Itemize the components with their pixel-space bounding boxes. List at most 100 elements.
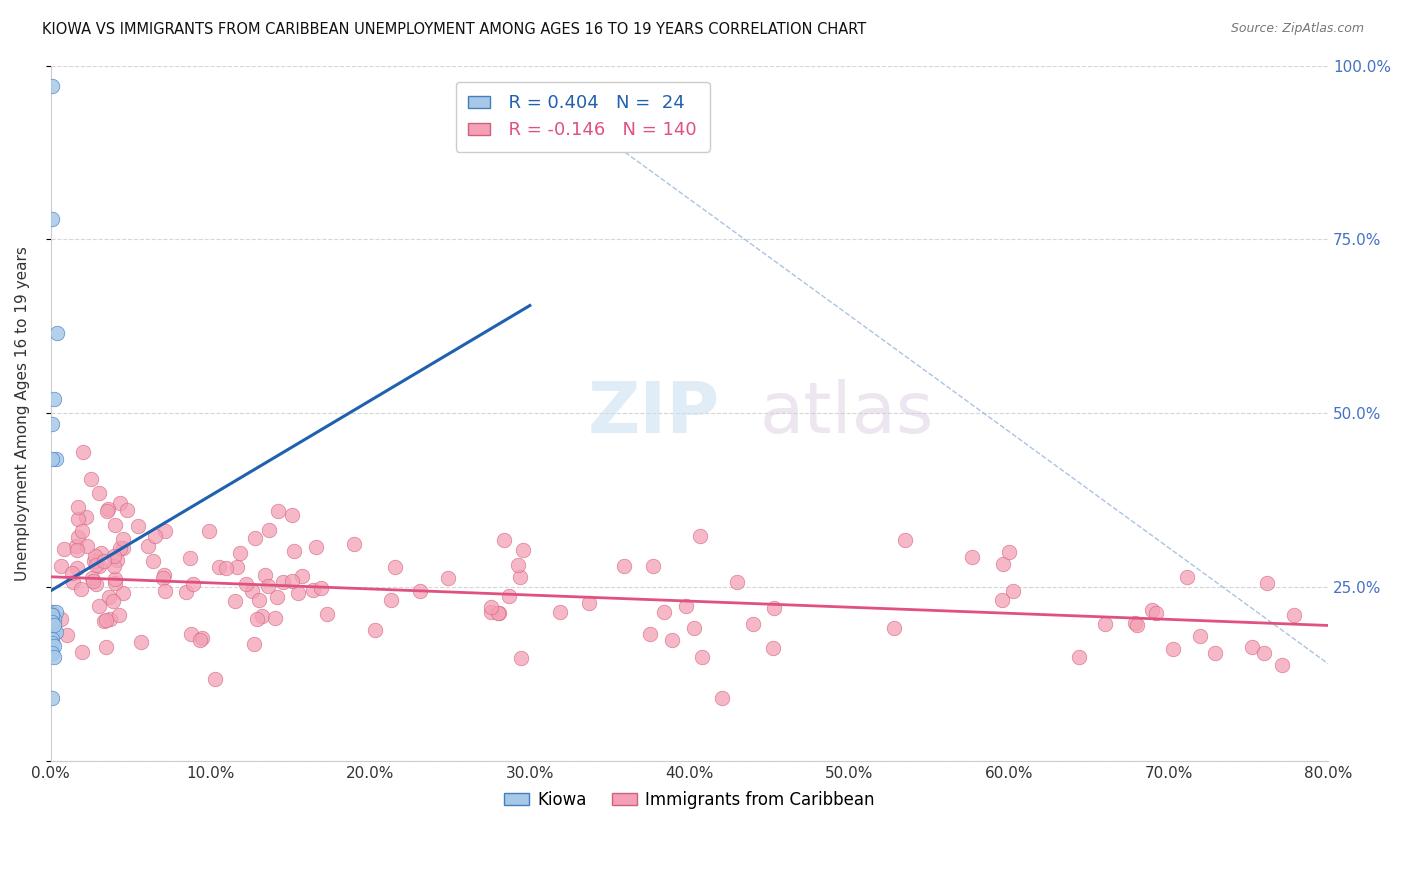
Point bbox=[1271, 657, 1294, 672]
Point bbox=[152, 571, 174, 585]
Point bbox=[51, 612, 73, 626]
Point bbox=[103, 549, 125, 563]
Point bbox=[1067, 650, 1090, 665]
Point bbox=[510, 650, 533, 665]
Point bbox=[143, 529, 166, 543]
Point bbox=[1256, 575, 1278, 590]
Point bbox=[142, 554, 165, 568]
Point bbox=[1240, 640, 1263, 654]
Point bbox=[762, 641, 785, 656]
Point bbox=[291, 569, 314, 583]
Point bbox=[287, 586, 309, 600]
Point bbox=[204, 673, 226, 687]
Point bbox=[711, 691, 734, 706]
Text: ZIP: ZIP bbox=[588, 379, 720, 448]
Point bbox=[1253, 646, 1275, 660]
Point bbox=[198, 524, 221, 538]
Point bbox=[380, 593, 402, 607]
Point bbox=[84, 577, 107, 591]
Point bbox=[127, 518, 149, 533]
Point bbox=[1123, 615, 1146, 630]
Point bbox=[1140, 603, 1163, 617]
Point bbox=[998, 545, 1021, 559]
Point bbox=[45, 625, 67, 640]
Point bbox=[302, 583, 325, 598]
Point bbox=[107, 553, 129, 567]
Point bbox=[94, 614, 117, 628]
Point bbox=[100, 611, 122, 625]
Point bbox=[42, 649, 65, 664]
Point bbox=[83, 554, 105, 568]
Point bbox=[763, 600, 786, 615]
Point bbox=[60, 566, 83, 581]
Point bbox=[1284, 608, 1306, 623]
Point bbox=[97, 502, 120, 516]
Point bbox=[253, 567, 276, 582]
Point bbox=[41, 691, 63, 706]
Point bbox=[45, 605, 67, 619]
Point bbox=[46, 326, 69, 341]
Point bbox=[264, 611, 287, 625]
Point bbox=[93, 615, 115, 629]
Point bbox=[498, 589, 520, 603]
Point bbox=[111, 532, 134, 546]
Point bbox=[41, 79, 63, 94]
Point bbox=[652, 605, 675, 619]
Point bbox=[108, 495, 131, 509]
Point bbox=[41, 618, 63, 632]
Point bbox=[692, 650, 714, 665]
Point bbox=[41, 615, 63, 629]
Point bbox=[384, 560, 406, 574]
Point bbox=[94, 640, 117, 655]
Point bbox=[89, 558, 111, 573]
Text: KIOWA VS IMMIGRANTS FROM CARIBBEAN UNEMPLOYMENT AMONG AGES 16 TO 19 YEARS CORREL: KIOWA VS IMMIGRANTS FROM CARIBBEAN UNEMP… bbox=[42, 22, 866, 37]
Point bbox=[180, 627, 202, 641]
Point bbox=[256, 578, 278, 592]
Point bbox=[72, 645, 94, 659]
Point bbox=[110, 541, 132, 555]
Point bbox=[1177, 570, 1199, 584]
Point bbox=[41, 646, 63, 660]
Point bbox=[42, 392, 65, 407]
Point bbox=[224, 593, 246, 607]
Point bbox=[84, 558, 107, 573]
Point bbox=[742, 617, 765, 632]
Point bbox=[104, 517, 127, 532]
Point bbox=[45, 451, 67, 466]
Point bbox=[1204, 646, 1226, 660]
Point bbox=[41, 607, 63, 622]
Point bbox=[41, 632, 63, 647]
Point bbox=[613, 558, 636, 573]
Point bbox=[1125, 618, 1147, 632]
Point bbox=[62, 574, 84, 589]
Point bbox=[41, 417, 63, 431]
Point bbox=[82, 574, 104, 589]
Point bbox=[364, 623, 387, 637]
Point bbox=[176, 585, 198, 599]
Point bbox=[208, 559, 231, 574]
Point bbox=[70, 524, 93, 538]
Point bbox=[52, 541, 75, 556]
Point bbox=[101, 593, 124, 607]
Point bbox=[281, 508, 304, 523]
Point bbox=[257, 523, 280, 537]
Point bbox=[266, 503, 288, 517]
Point bbox=[66, 543, 89, 558]
Point bbox=[103, 558, 125, 573]
Point bbox=[111, 586, 134, 600]
Point bbox=[41, 211, 63, 226]
Point bbox=[41, 615, 63, 629]
Point bbox=[436, 571, 458, 585]
Point bbox=[188, 632, 211, 647]
Point bbox=[993, 558, 1015, 572]
Point bbox=[240, 584, 263, 599]
Point bbox=[1094, 617, 1116, 632]
Point bbox=[41, 625, 63, 640]
Point bbox=[266, 591, 288, 605]
Point bbox=[96, 504, 118, 518]
Point bbox=[409, 584, 432, 599]
Point bbox=[1001, 583, 1024, 598]
Point bbox=[83, 549, 105, 563]
Point bbox=[67, 530, 90, 544]
Point bbox=[112, 541, 135, 555]
